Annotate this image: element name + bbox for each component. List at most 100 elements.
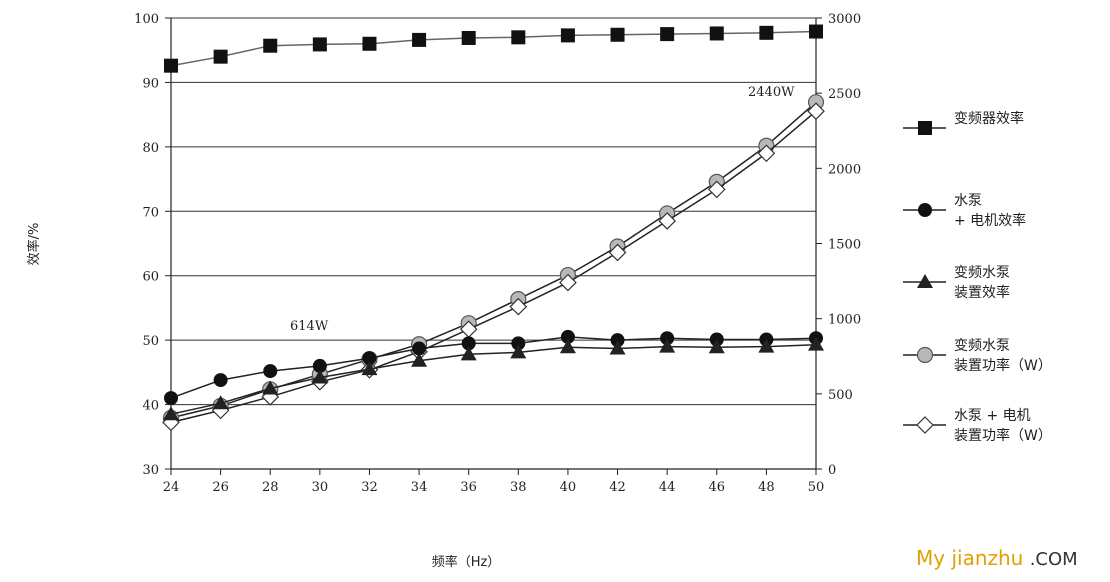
y-tick-label: 100 <box>134 12 159 27</box>
square-marker <box>511 30 526 45</box>
annotation-614w: 614W <box>290 319 329 334</box>
series-0 <box>164 24 823 73</box>
y-tick-label: 40 <box>142 399 159 414</box>
diamond-marker <box>807 102 825 121</box>
legend-label-line: 装置效率 <box>954 284 1010 301</box>
y-axis-label: 效率/% <box>26 223 42 266</box>
x-axis-label: 频率（Hz） <box>432 554 501 570</box>
square-marker <box>213 49 228 64</box>
x-tick-label: 46 <box>708 480 725 495</box>
square-marker <box>709 26 724 41</box>
triangle-marker <box>262 380 279 395</box>
series-line <box>170 110 817 424</box>
series-line <box>170 343 817 415</box>
square-marker <box>263 38 278 53</box>
diamond-marker <box>757 144 776 163</box>
legend-label-line: + 电机效率 <box>954 212 1026 229</box>
triangle-marker <box>708 339 725 354</box>
square-marker <box>412 32 427 47</box>
y2-tick-label: 500 <box>828 388 853 403</box>
diamond-marker <box>916 416 934 434</box>
annotation-2440w: 2440W <box>748 85 795 100</box>
circle-marker <box>660 331 675 346</box>
triangle-marker <box>163 406 179 421</box>
legend-item: 变频水泵装置功率（W） <box>903 338 1052 374</box>
x-tick-label: 28 <box>262 480 279 495</box>
triangle-marker <box>311 369 328 384</box>
triangle-marker <box>609 340 626 355</box>
gray-circle-marker <box>916 346 934 364</box>
circle-marker <box>412 341 427 356</box>
legend-label: 水泵 + 电机装置功率（W） <box>954 408 1052 444</box>
y2-tick-label: 2000 <box>828 162 861 177</box>
triangle-marker <box>559 339 576 354</box>
square-marker <box>164 58 178 73</box>
square-marker <box>660 27 675 42</box>
square-marker <box>610 27 625 42</box>
square-marker <box>362 36 377 51</box>
legend-label-line: 水泵 <box>954 193 982 209</box>
circle-marker <box>213 373 228 388</box>
legend-label: 水泵 + 电机效率 <box>954 193 1026 229</box>
x-tick-label: 30 <box>312 480 329 495</box>
y-tick-label: 60 <box>142 270 159 285</box>
diamond-marker <box>509 297 528 316</box>
square-marker <box>809 24 823 39</box>
diamond-marker <box>608 243 627 262</box>
ticks: 24 26 28 30 32 34 36 38 40 42 44 46 48 50 30 40 50 60 70 80… <box>134 12 861 495</box>
square-marker <box>312 37 327 52</box>
x-tick-label: 38 <box>510 480 527 495</box>
triangle-marker <box>212 395 229 410</box>
triangle-marker <box>808 336 824 351</box>
x-tick-label: 40 <box>560 480 577 495</box>
circle-marker <box>461 336 476 351</box>
watermark-dot: .COM <box>1029 549 1078 570</box>
triangle-marker <box>411 352 428 367</box>
x-tick-label: 36 <box>460 480 477 495</box>
x-tick-label: 24 <box>163 480 180 495</box>
circle-marker <box>164 391 178 406</box>
legend-label: 变频水泵装置功率（W） <box>954 338 1052 374</box>
square-marker <box>560 28 575 43</box>
legend-item: 变频器效率 <box>903 110 1024 135</box>
legend-label: 变频器效率 <box>954 110 1024 127</box>
series-3 <box>162 94 825 426</box>
y2-tick-label: 1500 <box>828 238 861 253</box>
watermark: My jianzhu .COM <box>916 546 1078 570</box>
legend-label-line: 装置功率（W） <box>954 357 1052 374</box>
legend-label-line: 水泵 + 电机 <box>954 408 1031 424</box>
x-tick-label: 34 <box>411 480 428 495</box>
circle-marker <box>263 364 278 379</box>
circle-marker <box>362 351 377 366</box>
triangle-marker <box>510 344 527 359</box>
circle-marker <box>610 333 625 348</box>
x-tick-label: 42 <box>609 480 626 495</box>
circle-marker <box>918 203 932 217</box>
x-tick-label: 50 <box>808 480 825 495</box>
legend-label-line: 变频器效率 <box>954 110 1024 127</box>
grid <box>171 17 816 406</box>
legend-item: 变频水泵装置效率 <box>903 265 1010 301</box>
circle-marker <box>312 358 327 373</box>
legend-label-line: 变频水泵 <box>954 338 1010 354</box>
legend-item: 水泵 + 电机装置功率（W） <box>903 408 1052 444</box>
series-2 <box>163 336 824 421</box>
y-tick-label: 70 <box>142 205 159 220</box>
y2-tick-label: 3000 <box>828 12 861 27</box>
circle-marker <box>560 329 575 344</box>
series-layer <box>162 24 825 432</box>
x-tick-label: 44 <box>659 480 676 495</box>
x-tick-label: 48 <box>758 480 775 495</box>
legend-label-line: 变频水泵 <box>954 265 1010 281</box>
diamond-marker <box>559 273 577 292</box>
legend-label-line: 装置功率（W） <box>954 427 1052 444</box>
diamond-marker <box>707 180 726 199</box>
legend-label: 变频水泵装置效率 <box>954 265 1010 301</box>
y-tick-label: 50 <box>142 334 159 349</box>
circle-marker <box>511 336 526 351</box>
triangle-marker <box>917 274 933 288</box>
triangle-marker <box>659 338 676 353</box>
watermark-text: My jianzhu <box>916 546 1024 570</box>
